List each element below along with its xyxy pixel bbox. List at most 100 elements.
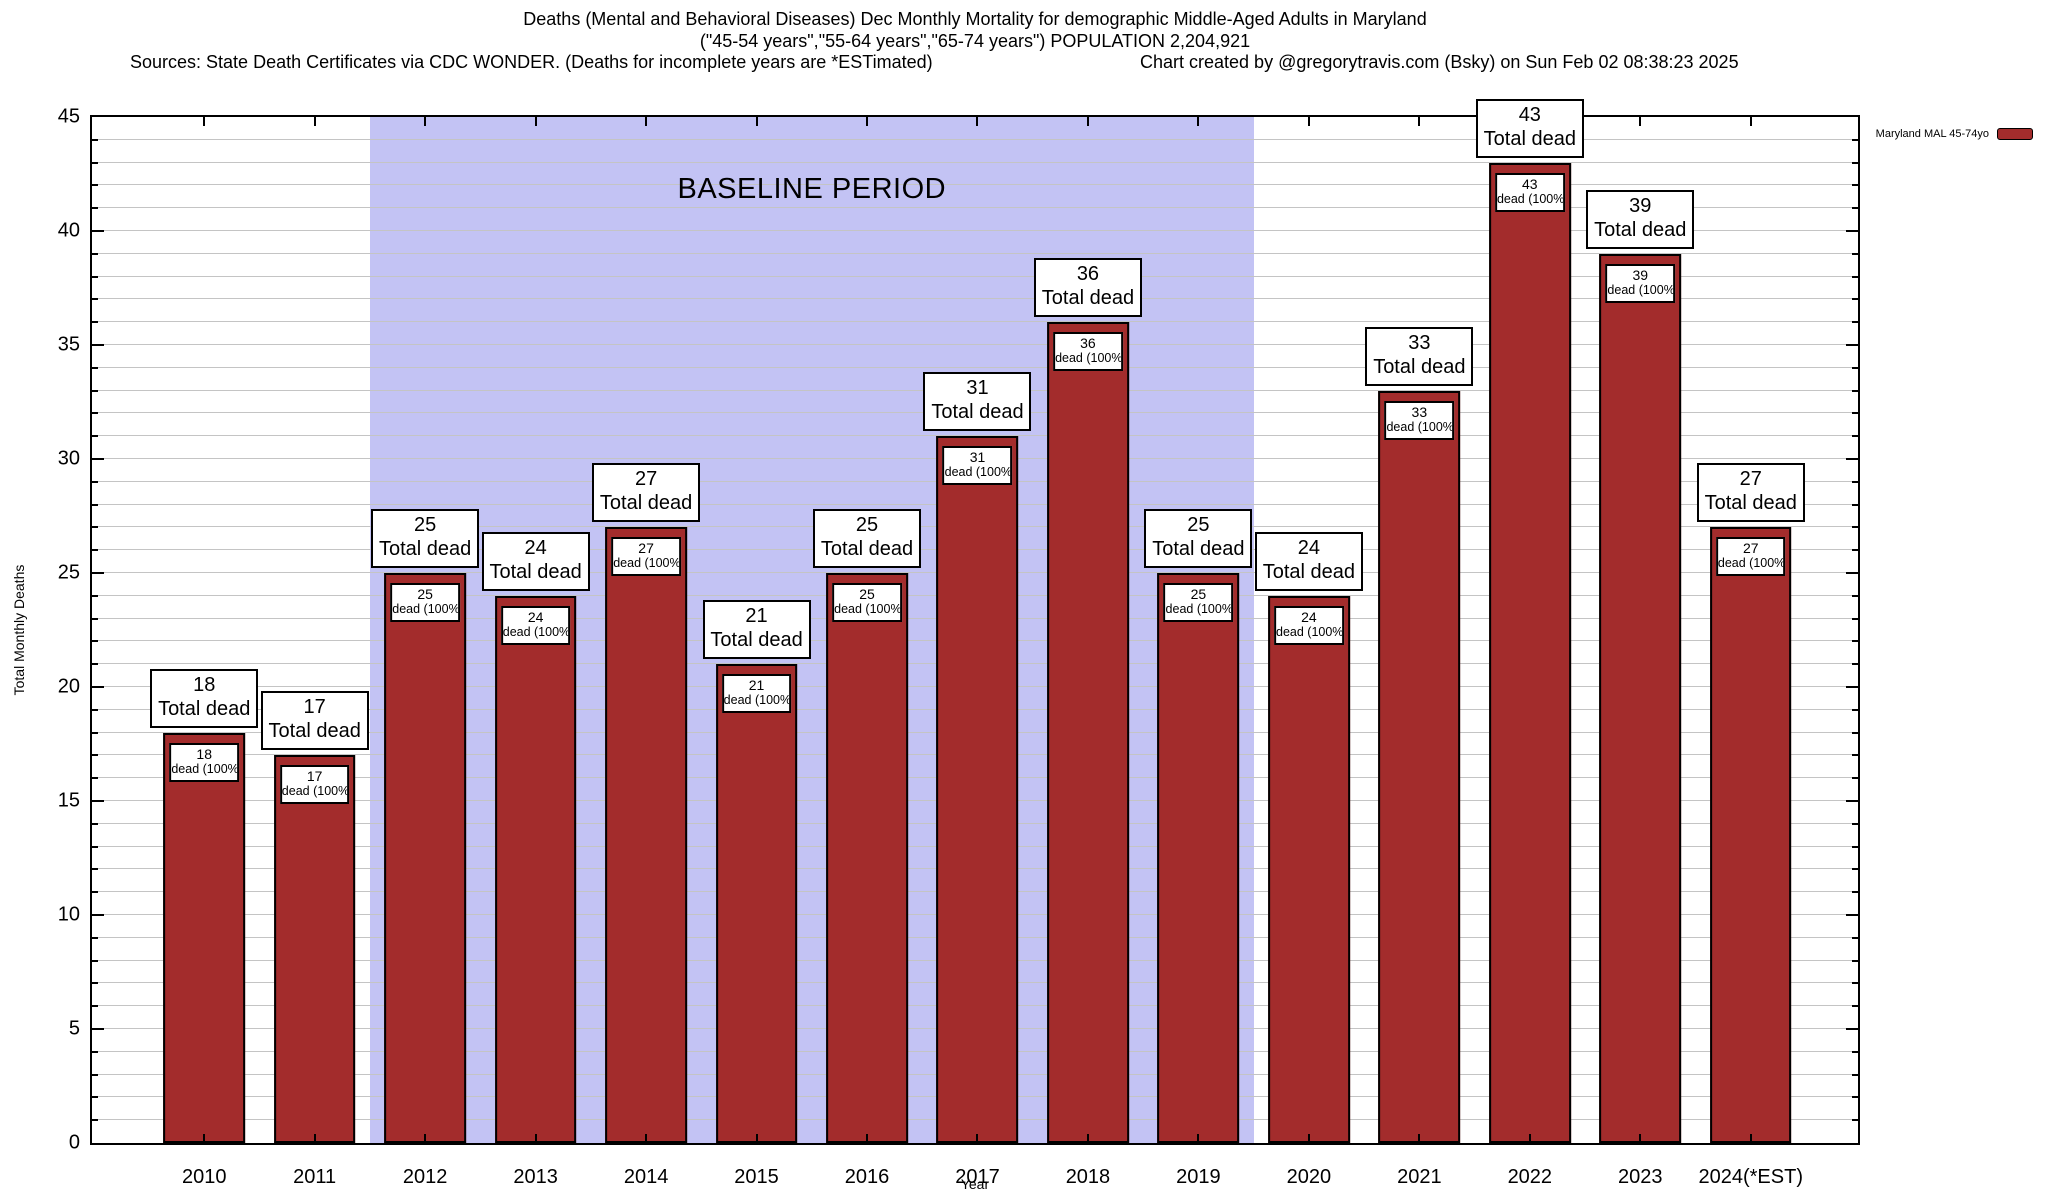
x-axis-label: 2022 [1507,1166,1553,1188]
ytick-mark-left [92,230,104,232]
ytick-mark-right [1852,731,1858,734]
bar-inner-text: dead (100%) [1386,419,1455,434]
legend: Maryland MAL 45-74yo [1876,128,2033,140]
bar-total-text: Total dead [1262,560,1356,583]
category-track: 18 dead (100%) 18 Total dead 2010 17 dead (100… [149,98,1806,1188]
ytick-mark-left [92,480,98,483]
bar: 17 dead (100%) [273,755,356,1143]
bar-inner-value: 39 [1632,266,1649,283]
ytick-mark-right [1846,1028,1858,1030]
bar-slot: 17 dead (100%) 17 Total dead 2011 [259,117,369,1188]
bar-inner-label: 24 dead (100%) [500,605,571,645]
ytick-mark-right [1852,366,1858,369]
ytick-mark-left [92,1050,98,1053]
plot-area: BASELINE PERIOD 0 5 10 15 20 25 30 35 40 45 18 dead … [58,98,1860,1188]
bar-total-value: 24 [524,536,547,559]
bar-total-value: 39 [1629,194,1652,217]
x-axis-label: 2013 [513,1166,558,1188]
ytick-mark-right [1846,800,1858,802]
ytick-mark-right [1852,207,1858,210]
ytick-mark-left [92,1073,98,1076]
ytick-label: 0 [68,1131,80,1154]
ytick-mark-right [1852,845,1858,848]
bar-inner-text: dead (100%) [502,624,571,639]
gridline [92,161,1858,163]
bar-slot: 36 dead (100%) 36 Total dead 2018 [1033,117,1143,1188]
ytick-mark-right [1852,321,1858,324]
bar: 33 dead (100%) [1378,390,1461,1143]
gridline [92,252,1858,254]
bar-total-value: 25 [855,514,879,536]
x-axis-label: 2024(*EST) [1698,1166,1804,1188]
xtick-mark-bottom [1528,1134,1531,1143]
xtick-mark-top [1749,117,1752,126]
bar-total-text: Total dead [268,720,361,743]
bar-inner-value: 25 [859,586,875,602]
bar-inner-label: 24 dead (100%) [1274,605,1344,645]
ytick-mark-left [92,298,98,301]
bar-inner-value: 33 [1411,403,1428,420]
bar-total-text: Total dead [931,401,1024,424]
x-axis-label: 2015 [734,1166,779,1188]
x-axis-label: 2016 [844,1166,890,1188]
ytick-mark-left [92,914,104,916]
bar: 27 dead (100%) [605,527,687,1143]
bar-slot: 27 dead (100%) 27 Total dead 2024(*EST) [1696,117,1806,1188]
bar: 39 dead (100%) [1599,253,1682,1143]
ytick-mark-right [1852,754,1858,757]
ytick-mark-left [92,845,98,848]
ytick-mark-right [1852,1005,1858,1008]
bar-total-label: 25 Total dead [813,509,922,568]
bar-inner-value: 21 [748,677,765,694]
ytick-mark-left [92,161,98,164]
ytick-mark-left [92,321,98,324]
ytick-mark-left [92,344,104,346]
bar-total-text: Total dead [1152,538,1245,560]
xtick-mark-top [203,117,206,126]
ytick-mark-left [92,1005,98,1008]
bar-slot: 39 dead (100%) 39 Total dead 2023 [1585,117,1695,1188]
x-axis-label: 2020 [1286,1166,1332,1188]
bar-inner-label: 39 dead (100%) [1605,263,1676,303]
xtick-mark-bottom [1749,1134,1752,1143]
chart-header: Deaths (Mental and Behavioral Diseases) … [0,8,1950,52]
ytick-mark-right [1852,161,1858,164]
ytick-mark-left [92,366,98,369]
bar-inner-value: 31 [969,449,986,466]
bar-inner-label: 17 dead (100%) [279,765,350,805]
bar-total-value: 36 [1076,263,1100,286]
gridline [92,321,1858,323]
bar-inner-text: dead (100%) [1717,556,1786,571]
bar-total-label: 27 Total dead [592,463,701,523]
bar-inner-value: 18 [196,745,213,762]
bar-total-label: 24 Total dead [481,531,590,591]
ytick-mark-left [92,868,98,871]
ytick-mark-right [1852,777,1858,780]
bar-total-label: 25 Total dead [371,509,480,568]
ytick-label: 35 [57,333,80,356]
bar-total-text: Total dead [489,560,582,583]
ytick-mark-right [1852,138,1858,141]
ytick-mark-right [1852,298,1858,301]
ytick-mark-right [1852,594,1858,597]
xtick-mark-bottom [1307,1134,1310,1143]
bar-total-label: 33 Total dead [1365,326,1474,386]
ytick-label: 5 [68,1017,80,1040]
bar-total-label: 18 Total dead [150,668,259,728]
bar: 43 dead (100%) [1488,162,1571,1143]
bar-total-text: Total dead [1594,218,1687,241]
bar-inner-label: 36 dead (100%) [1053,332,1123,372]
bar-total-value: 21 [745,605,768,628]
ytick-mark-left [92,184,98,187]
gridline [92,207,1858,209]
bar: 24 dead (100%) [1268,595,1350,1143]
bar-total-value: 25 [1187,514,1210,536]
ytick-mark-left [92,412,98,415]
ytick-mark-left [92,207,98,210]
bar-inner-value: 25 [417,586,433,602]
xtick-mark-bottom [1639,1134,1642,1143]
bar-inner-label: 27 dead (100%) [1715,537,1786,577]
bar-inner-label: 21 dead (100%) [721,674,792,714]
ytick-mark-right [1852,982,1858,985]
ytick-mark-right [1852,822,1858,825]
